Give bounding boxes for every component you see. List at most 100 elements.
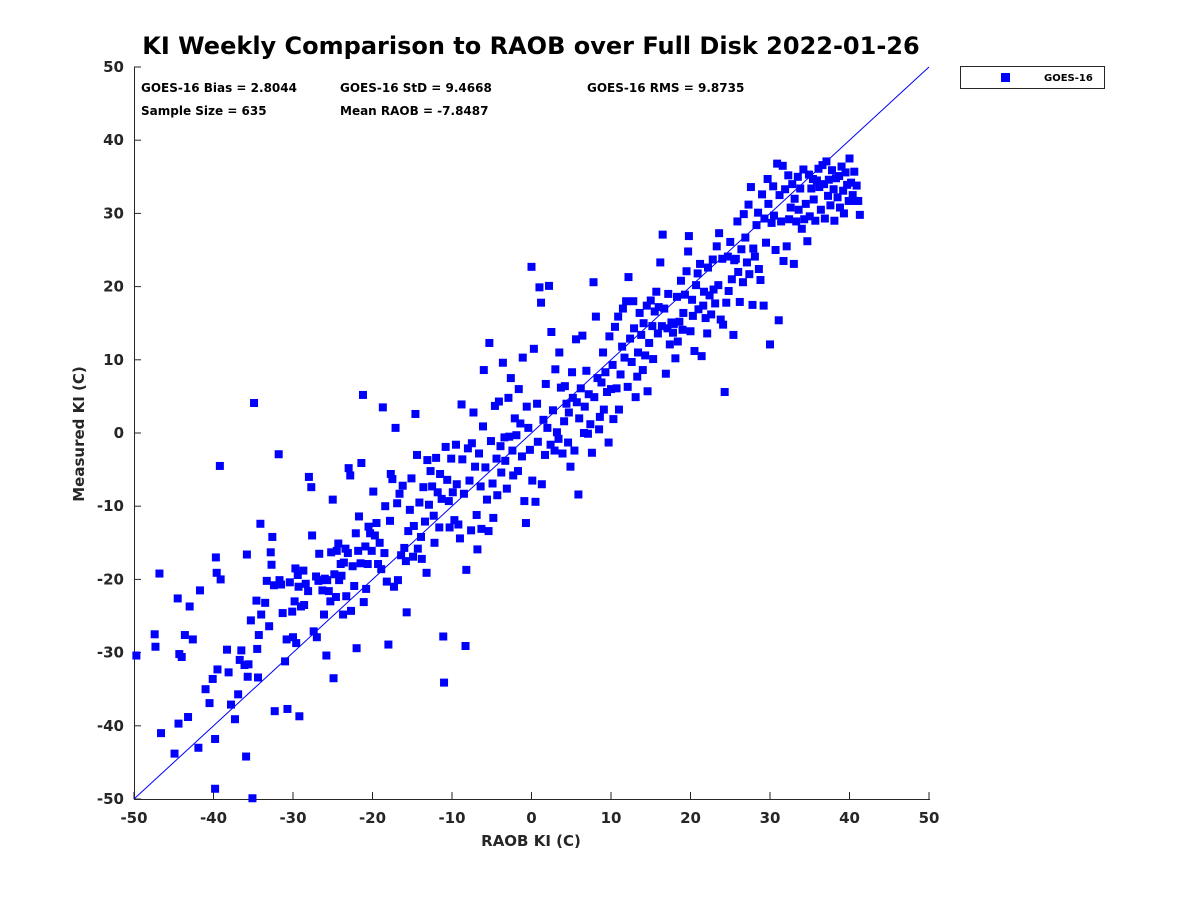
- data-point: [506, 374, 515, 383]
- data-point: [416, 532, 425, 541]
- data-point: [348, 562, 357, 571]
- data-point: [672, 292, 681, 301]
- data-point: [591, 312, 600, 321]
- data-point: [796, 184, 805, 193]
- data-point: [502, 484, 511, 493]
- data-point: [608, 360, 617, 369]
- data-point: [330, 570, 339, 579]
- data-point: [378, 403, 387, 412]
- data-point: [715, 229, 724, 238]
- y-tick-label: -20: [97, 570, 124, 588]
- data-point: [771, 246, 780, 254]
- data-point: [492, 454, 501, 463]
- data-point: [213, 665, 222, 674]
- data-point: [237, 646, 246, 655]
- data-point: [618, 342, 627, 351]
- data-point: [587, 448, 596, 457]
- x-axis-label: RAOB KI (C): [481, 832, 581, 850]
- data-point: [649, 355, 658, 364]
- data-point: [476, 482, 485, 491]
- data-point: [304, 472, 313, 481]
- data-point: [405, 505, 414, 514]
- data-point: [288, 607, 297, 616]
- data-point: [826, 201, 835, 210]
- data-point: [539, 415, 548, 424]
- data-point: [444, 497, 453, 506]
- data-point: [705, 291, 714, 300]
- data-point: [400, 543, 409, 552]
- data-point: [660, 304, 669, 313]
- data-point: [448, 488, 457, 497]
- data-point: [212, 568, 221, 577]
- stat-sample-size: Sample Size = 635: [141, 104, 267, 118]
- data-point: [132, 651, 141, 660]
- data-point: [498, 358, 507, 367]
- data-point: [185, 602, 194, 611]
- data-point: [679, 308, 688, 317]
- data-point: [648, 322, 657, 331]
- data-point: [562, 399, 571, 408]
- data-point: [642, 301, 651, 310]
- data-point: [653, 329, 662, 338]
- data-point: [699, 301, 708, 310]
- data-point: [426, 467, 435, 476]
- data-point: [292, 639, 301, 648]
- data-point: [734, 267, 743, 276]
- data-point: [829, 185, 838, 194]
- data-point: [790, 194, 799, 203]
- data-point: [723, 252, 732, 261]
- data-point: [727, 275, 736, 284]
- data-point: [589, 278, 598, 287]
- data-point: [555, 348, 564, 357]
- data-point: [769, 182, 778, 191]
- data-point: [824, 175, 833, 184]
- data-point: [658, 230, 667, 239]
- data-point: [626, 334, 635, 343]
- data-point: [583, 429, 592, 438]
- data-point: [322, 651, 331, 660]
- data-point: [726, 237, 735, 246]
- data-point: [307, 483, 316, 492]
- data-point: [363, 560, 372, 569]
- data-point: [690, 347, 699, 356]
- data-point: [650, 307, 659, 316]
- data-point: [656, 258, 665, 267]
- data-point: [375, 538, 384, 547]
- data-point: [564, 408, 573, 417]
- data-point: [374, 560, 383, 569]
- data-point: [459, 489, 468, 498]
- data-point: [746, 183, 755, 192]
- data-point: [741, 233, 750, 242]
- data-point: [324, 587, 333, 596]
- data-point: [807, 184, 816, 193]
- data-point: [275, 576, 284, 585]
- data-point: [533, 437, 542, 446]
- data-point: [630, 324, 639, 333]
- data-point: [760, 214, 769, 223]
- data-point: [664, 289, 673, 298]
- data-point: [547, 327, 556, 336]
- data-point: [793, 172, 802, 181]
- data-point: [729, 330, 738, 339]
- data-point: [420, 517, 429, 526]
- data-point: [337, 571, 346, 580]
- data-point: [767, 218, 776, 227]
- data-point: [261, 598, 270, 607]
- data-point: [700, 287, 709, 296]
- data-point: [742, 258, 751, 267]
- data-point: [622, 297, 631, 306]
- data-point: [627, 357, 636, 366]
- data-point: [205, 699, 214, 708]
- data-point: [256, 519, 265, 528]
- data-point: [155, 569, 164, 578]
- data-point: [472, 510, 481, 519]
- data-point: [440, 678, 449, 687]
- data-point: [663, 324, 672, 333]
- data-point: [157, 729, 166, 738]
- data-point: [527, 262, 536, 271]
- data-point: [270, 707, 279, 716]
- data-point: [554, 434, 563, 443]
- chart-title: KI Weekly Comparison to RAOB over Full D…: [142, 32, 919, 60]
- data-point: [281, 657, 290, 666]
- data-point: [289, 633, 297, 642]
